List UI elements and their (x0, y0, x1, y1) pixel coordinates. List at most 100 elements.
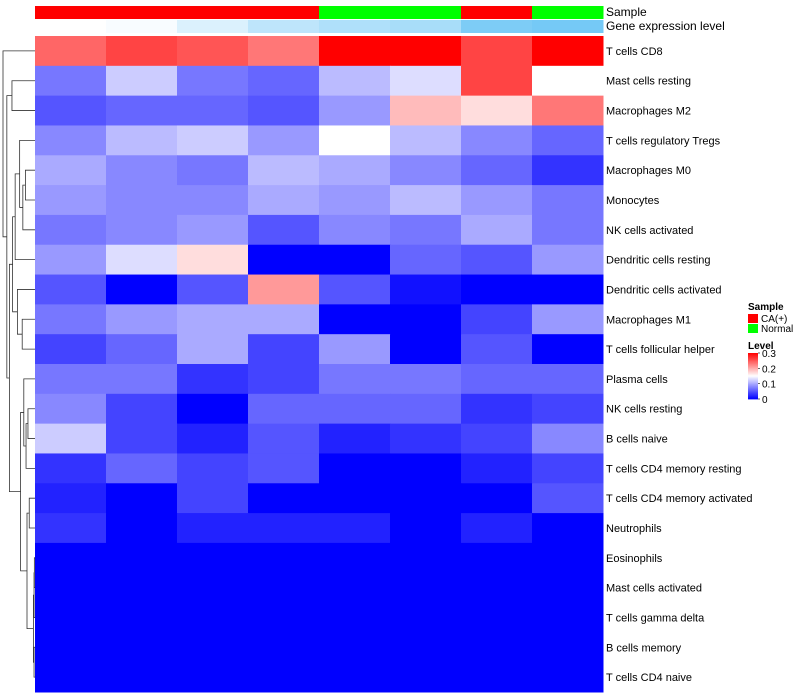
heatmap-cell (248, 334, 320, 365)
level-colorbar-segment (748, 365, 758, 368)
row-label: T cells follicular helper (606, 344, 715, 356)
level-colorbar-segment (748, 385, 758, 387)
dendrogram-branch (17, 289, 35, 335)
heatmap-cell (390, 155, 462, 186)
heatmap-cell (248, 185, 320, 216)
dendrogram-branch (33, 646, 35, 678)
level-colorbar-segment (748, 359, 758, 362)
heatmap-cell (319, 244, 391, 276)
heatmap-cell (461, 393, 533, 425)
heatmap-cell (319, 125, 391, 156)
level-colorbar-segment (748, 361, 758, 363)
heatmap-cell (532, 125, 604, 156)
expression-annotation-cell (390, 20, 462, 33)
heatmap-cell (319, 36, 391, 67)
row-label: T cells CD4 memory activated (606, 493, 753, 505)
heatmap-cell (461, 185, 533, 216)
heatmap-cell (35, 274, 107, 305)
heatmap-cell (177, 393, 249, 425)
dendrogram-branch (19, 139, 35, 208)
heatmap-cell (532, 483, 604, 514)
expression-annotation-cell (248, 20, 320, 33)
heatmap-cell (177, 95, 249, 126)
heatmap-cell (106, 483, 178, 514)
heatmap-cell (390, 513, 462, 544)
heatmap-cell (106, 274, 178, 305)
heatmap-cell (461, 274, 533, 305)
heatmap-cell (390, 36, 462, 67)
heatmap-cell (390, 274, 462, 305)
sample-annotation-cell (461, 6, 533, 19)
expression-annotation-cell (177, 20, 249, 33)
level-colorbar-segment (748, 374, 758, 377)
row-label: T cells regulatory Tregs (606, 135, 721, 147)
heatmap-cell (106, 65, 178, 97)
heatmap-cell (35, 483, 107, 514)
heatmap-cell (35, 214, 107, 246)
heatmap-cell (319, 393, 391, 425)
heatmap-cell (532, 334, 604, 365)
heatmap-cell (106, 244, 178, 276)
heatmap-cell (532, 662, 604, 693)
heatmap-cell (35, 632, 107, 663)
heatmap-cell (461, 244, 533, 276)
heatmap-cell (177, 513, 249, 544)
level-colorbar-segment (748, 358, 758, 361)
heatmap-cell (106, 95, 178, 126)
level-colorbar-segment (748, 362, 758, 364)
heatmap-cell (461, 334, 533, 365)
heatmap-cell (461, 602, 533, 633)
level-colorbar-segment (748, 390, 758, 393)
level-colorbar-segment (748, 381, 758, 384)
heatmap-cell (106, 602, 178, 633)
heatmap-cell (532, 632, 604, 663)
level-tick-label: 0.2 (762, 364, 776, 375)
level-colorbar-segment (748, 367, 758, 370)
heatmap-cell (319, 185, 391, 216)
heatmap-cell (390, 632, 462, 663)
heatmap-cell (35, 572, 107, 604)
heatmap-cell (390, 423, 462, 454)
heatmap-cell (532, 36, 604, 67)
heatmap-cell (390, 244, 462, 276)
heatmap-cell (461, 125, 533, 156)
heatmap-cell (248, 304, 320, 335)
heatmap-cell (532, 214, 604, 246)
heatmap-cell (106, 423, 178, 454)
heatmap-cell (390, 572, 462, 604)
heatmap-cell (106, 36, 178, 67)
sample-legend-swatch (748, 314, 758, 323)
row-label: NK cells resting (606, 404, 682, 416)
heatmap-cell (106, 542, 178, 574)
heatmap-cell (177, 36, 249, 67)
heatmap-cell (461, 453, 533, 484)
heatmap-cell (461, 214, 533, 246)
sample-annotation-cell (177, 6, 249, 19)
heatmap-cell (532, 95, 604, 126)
heatmap-cell (461, 155, 533, 186)
sample-legend-swatch (748, 324, 758, 333)
heatmap-cell (532, 155, 604, 186)
level-colorbar-segment (748, 356, 758, 358)
heatmap-cell (177, 572, 249, 604)
row-label: Monocytes (606, 195, 660, 207)
heatmap-cell (532, 423, 604, 454)
heatmap-cell (35, 95, 107, 126)
heatmap-cell (35, 513, 107, 544)
heatmap-cell (319, 453, 391, 484)
sample-annotation-cell (532, 6, 604, 19)
heatmap-cell (461, 662, 533, 693)
heatmap-cell (35, 304, 107, 335)
heatmap-cell (390, 65, 462, 97)
heatmap-cell (177, 304, 249, 335)
heatmap-cell (248, 393, 320, 425)
sample-track-label: Sample (606, 5, 647, 19)
expression-annotation-cell (319, 20, 391, 33)
heatmap-cell (248, 244, 320, 276)
level-colorbar-segment (748, 382, 758, 385)
heatmap-cell (106, 125, 178, 156)
heatmap-cell (390, 304, 462, 335)
heatmap-cell (248, 483, 320, 514)
level-colorbar-segment (748, 395, 758, 398)
